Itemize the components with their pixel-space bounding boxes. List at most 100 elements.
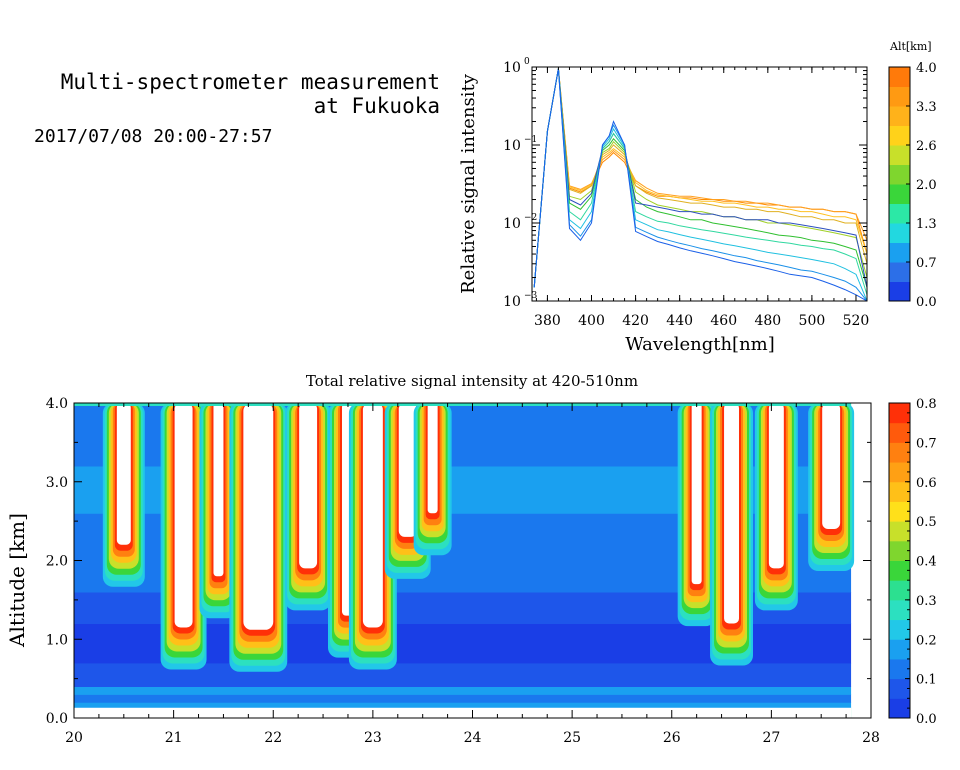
intensity-colorbar-label: 0.6 <box>916 476 937 491</box>
cloud-core-1 <box>174 403 193 628</box>
intensity-colorbar-band <box>889 462 910 483</box>
spectrum-series-group <box>533 68 867 301</box>
spectrum-ytick-exponent: −3 <box>524 291 538 301</box>
spectrum-series-2 <box>533 68 867 288</box>
spectrum-ytick-exponent: 0 <box>524 57 530 67</box>
altitude-colorbar-label: 0.0 <box>916 295 937 310</box>
intensity-colorbar-band <box>889 698 910 719</box>
spectrum-series-4 <box>533 68 867 288</box>
altitude-colorbar-label: 4.0 <box>916 61 937 76</box>
heatmap-axes: 20 21 22 23 24 25 26 27 28 4.0 3.0 2.0 1.0 0.0 <box>46 396 880 746</box>
cloud-core-10 <box>724 403 739 624</box>
intensity-colorbar-band <box>889 580 910 601</box>
altitude-colorbar: 4.0 3.3 2.6 2.0 1.3 0.7 0.0 <box>888 61 937 310</box>
spectrum-xtick-label: 500 <box>799 313 826 329</box>
heatmap-ytick-label: 1.0 <box>46 632 68 648</box>
intensity-colorbar-band <box>889 560 910 581</box>
intensity-colorbar-band <box>889 658 910 680</box>
spectrum-series-10 <box>533 68 867 301</box>
heatmap-xtick-label: 25 <box>563 730 581 746</box>
cloud-core-2 <box>213 403 224 577</box>
spectrum-plot-frame <box>531 66 868 302</box>
intensity-colorbar-label: 0.2 <box>916 633 937 648</box>
spectrum-xtick-label: 460 <box>710 313 737 329</box>
intensity-colorbar-band <box>889 639 910 660</box>
altitude-colorbar-title: Alt[km] <box>889 40 932 53</box>
heatmap-ytick-label: 4.0 <box>46 396 68 412</box>
heatmap-top-cap <box>74 403 852 406</box>
altitude-colorbar-band <box>889 184 910 204</box>
spectrum-xtick-label: 440 <box>666 313 693 329</box>
cloud-core-12 <box>822 403 841 529</box>
altitude-colorbar-band <box>889 106 910 126</box>
heatmap-layer <box>74 694 852 703</box>
heatmap-ytick-label: 3.0 <box>46 475 68 491</box>
altitude-colorbar-label: 2.0 <box>916 178 937 193</box>
heatmap-xtick-label: 22 <box>264 730 282 746</box>
cloud-core-9 <box>691 403 702 585</box>
altitude-colorbar-label: 2.6 <box>916 139 937 154</box>
altitude-colorbar-band <box>889 164 910 185</box>
spectrum-series-5 <box>533 68 867 288</box>
intensity-colorbar-band <box>889 678 910 699</box>
heatmap-layer <box>74 686 852 695</box>
cloud-core-0 <box>116 403 131 545</box>
intensity-colorbar-band <box>889 599 910 621</box>
spectrum-xtick-label: 380 <box>534 313 561 329</box>
intensity-colorbar-band <box>889 422 910 443</box>
heatmap-field <box>74 403 855 718</box>
spectrum-ylabel: Relative signal intensity <box>458 73 479 294</box>
intensity-colorbar-label: 0.7 <box>916 436 937 451</box>
altitude-colorbar-label: 0.7 <box>916 256 937 271</box>
intensity-colorbar-label: 0.0 <box>916 712 937 727</box>
spectrum-xtick-label: 420 <box>622 313 649 329</box>
altitude-colorbar-band <box>889 223 910 243</box>
title-line-2: at Fukuoka <box>313 94 440 118</box>
intensity-colorbar-band <box>889 403 910 424</box>
altitude-colorbar-band <box>889 145 910 165</box>
spectrum-ytick-exponent: −2 <box>524 213 537 223</box>
spectrum-ytick-label: 10 <box>503 138 521 154</box>
altitude-colorbar-band <box>889 242 910 263</box>
intensity-colorbar-band <box>889 540 910 561</box>
heatmap-title: Total relative signal intensity at 420-5… <box>306 372 638 390</box>
spectrum-xtick-label: 520 <box>843 313 870 329</box>
spectrum-series-3 <box>533 68 867 288</box>
intensity-colorbar-label: 0.3 <box>916 594 937 609</box>
date-range: 2017/07/08 20:00-27:57 <box>34 126 273 147</box>
spectrum-xtick-label: 480 <box>754 313 781 329</box>
heatmap-ytick-label: 2.0 <box>46 554 68 570</box>
spectrum-ytick-label: 10 <box>503 60 521 76</box>
cloud-core-4 <box>299 403 318 569</box>
heatmap-layer <box>74 702 852 709</box>
spectrum-series-8 <box>533 68 867 301</box>
heatmap-ylabel: Altitude [km] <box>5 513 29 648</box>
altitude-colorbar-label: 1.3 <box>916 217 937 232</box>
cloud-core-7 <box>398 403 417 537</box>
heatmap-xtick-label: 20 <box>65 730 83 746</box>
cloud-core-11 <box>768 403 784 569</box>
altitude-colorbar-band <box>889 262 910 282</box>
intensity-colorbar-band <box>889 442 910 463</box>
spectrum-ytick-label: 10 <box>503 294 521 310</box>
heatmap-xtick-label: 23 <box>364 730 382 746</box>
spectrum-series-9 <box>533 68 867 301</box>
spectrum-xtick-label: 400 <box>578 313 605 329</box>
spectrum-series-6 <box>533 68 867 288</box>
intensity-colorbar-label: 0.1 <box>916 673 937 688</box>
cloud-core-8 <box>427 403 438 514</box>
altitude-colorbar-band <box>889 67 910 87</box>
heatmap-bottom-gap <box>74 707 852 718</box>
heatmap-xtick-label: 26 <box>663 730 681 746</box>
altitude-colorbar-band <box>889 281 910 302</box>
intensity-colorbar-label: 0.5 <box>916 515 937 530</box>
intensity-colorbar-band <box>889 481 910 502</box>
heatmap-xtick-label: 21 <box>165 730 183 746</box>
heatmap-xtick-label: 24 <box>464 730 482 746</box>
heatmap-xtick-label: 27 <box>762 730 780 746</box>
intensity-colorbar-band <box>889 521 910 542</box>
intensity-colorbar-label: 0.4 <box>916 555 937 570</box>
intensity-colorbar-band <box>889 501 910 522</box>
